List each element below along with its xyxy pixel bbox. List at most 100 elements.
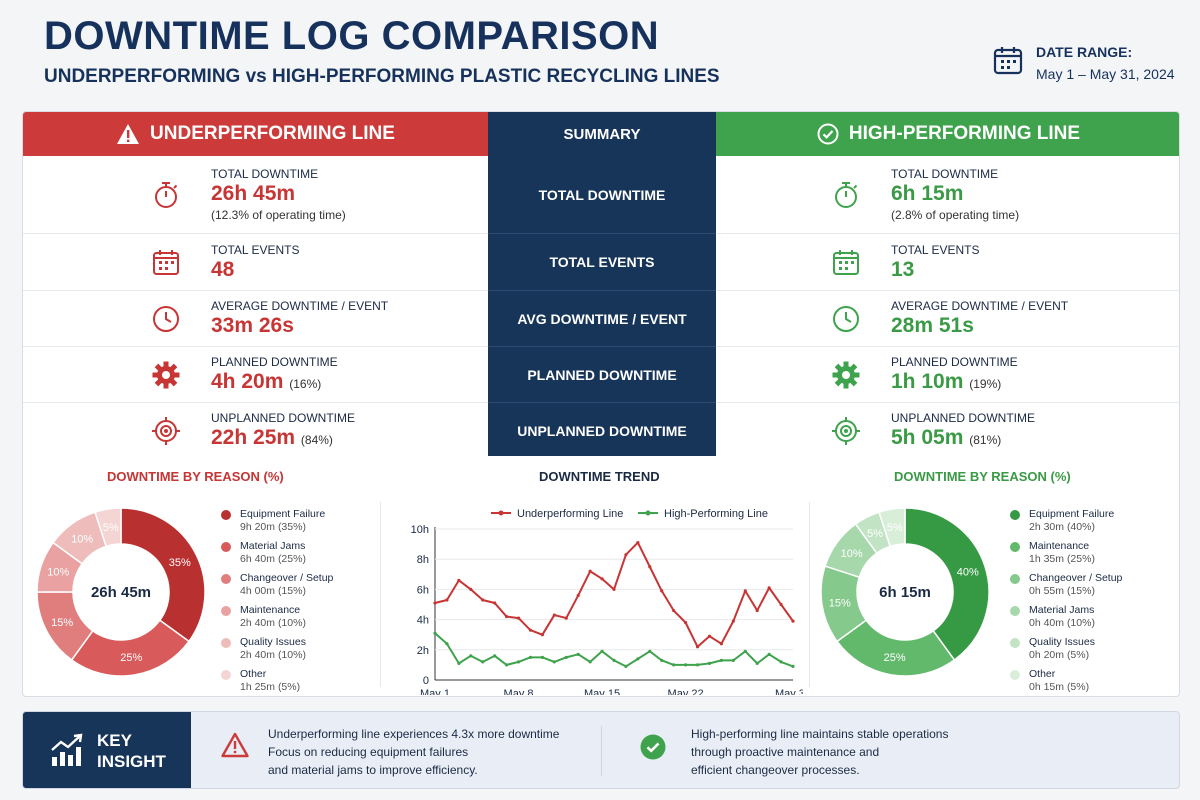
legend-swatch	[221, 510, 231, 520]
underperforming-title: UNDERPERFORMING LINE	[150, 123, 395, 144]
legend-item: Quality Issues 2h 40m (10%)	[221, 636, 333, 661]
legend-item: Material Jams 0h 40m (10%)	[1010, 604, 1122, 629]
legend-swatch	[1010, 574, 1020, 584]
slice-label: 5%	[103, 522, 119, 534]
warning-icon	[117, 124, 140, 144]
trend-chart-title: DOWNTIME TREND	[539, 469, 660, 484]
slice-label: 5%	[867, 528, 883, 540]
metric-subtext: (12.3% of operating time)	[211, 208, 346, 222]
metric-label: TOTAL EVENTS	[891, 242, 980, 257]
date-range-value: May 1 – May 31, 2024	[1036, 66, 1175, 82]
check-circle-icon	[817, 123, 839, 145]
insight-right-line: High-performing line maintains stable op…	[691, 727, 949, 741]
clock-icon	[831, 304, 861, 334]
gear-icon	[151, 360, 181, 390]
data-point	[779, 602, 783, 607]
legend-item: Changeover / Setup 0h 55m (15%)	[1010, 572, 1122, 597]
slice-label: 25%	[120, 652, 142, 664]
data-point	[660, 658, 664, 662]
legend-marker	[645, 510, 651, 516]
data-point	[743, 649, 747, 653]
data-point	[636, 540, 640, 545]
metric-value: 4h 20m (16%)	[211, 370, 338, 394]
legend-value: 9h 20m (35%)	[240, 521, 306, 533]
high-donut-chart: 40% 25% 15% 10% 5% 5% 6h 15m	[820, 507, 990, 677]
legend-item: Material Jams 6h 40m (25%)	[221, 540, 333, 565]
data-point	[600, 649, 604, 653]
metric-value-text: 28m 51s	[891, 314, 974, 337]
data-point	[648, 649, 652, 653]
page-title: DOWNTIME LOG COMPARISON	[44, 14, 660, 58]
divider	[601, 726, 602, 776]
metric-share: (84%)	[300, 433, 333, 447]
high-pie-legend: Equipment Failure 2h 30m (40%) Maintenance…	[1010, 508, 1122, 696]
donut-center-label: 26h 45m	[91, 584, 151, 601]
legend-value: 6h 40m (25%)	[240, 553, 306, 565]
legend-swatch	[221, 606, 231, 616]
slice-label: 15%	[51, 617, 73, 629]
data-point	[540, 633, 544, 637]
legend-label: Equipment Failure	[1029, 508, 1115, 520]
metric-row: TOTAL DOWNTIME 6h 15m (2.8% of operating t…	[716, 156, 1179, 233]
legend-label: High-Performing Line	[664, 508, 768, 520]
insight-right-line: efficient changeover processes.	[691, 763, 860, 777]
metric-value: 5h 05m (81%)	[891, 426, 1035, 450]
summary-column: TOTAL DOWNTIME TOTAL EVENTS AVG DOWNTIME /…	[488, 156, 716, 456]
page-subtitle: UNDERPERFORMING vs HIGH-PERFORMING PLAST…	[44, 66, 720, 87]
metric-label: UNPLANNED DOWNTIME	[891, 411, 1036, 425]
data-point	[588, 569, 592, 573]
data-point	[564, 616, 568, 620]
legend-item: Equipment Failure 2h 30m (40%)	[1010, 508, 1122, 533]
legend-swatch	[1010, 606, 1020, 616]
legend-swatch	[1010, 542, 1020, 552]
data-point	[493, 601, 497, 605]
metric-value-text: 5h 05m	[891, 426, 964, 449]
legend-item: Maintenance 1h 35m (25%)	[1010, 540, 1122, 565]
metric-row: TOTAL DOWNTIME 26h 45m (12.3% of operating…	[23, 156, 488, 233]
summary-row: AVG DOWNTIME / EVENT	[488, 290, 716, 346]
insight-left-line: Underperforming line experiences 4.3x mo…	[268, 727, 560, 741]
legend-value: 2h 40m (10%)	[240, 649, 306, 661]
y-tick-label: 10h	[411, 524, 429, 536]
slice-label: 35%	[169, 557, 191, 569]
metric-label: TOTAL DOWNTIME	[211, 167, 319, 181]
x-tick-label: May 1	[420, 688, 450, 695]
calendar-icon	[831, 247, 861, 277]
data-point	[505, 663, 509, 667]
under-pie-legend: Equipment Failure 9h 20m (35%) Material Ja…	[221, 508, 334, 696]
metric-value-text: 13	[891, 257, 915, 281]
metric-row: TOTAL EVENTS 13	[716, 233, 1179, 290]
stopwatch-icon	[831, 180, 861, 210]
legend-label: Other	[1029, 668, 1056, 680]
slice-label: 10%	[47, 567, 69, 579]
warning-icon	[221, 732, 249, 758]
legend-item: Equipment Failure 9h 20m (35%)	[221, 508, 333, 533]
legend-label: Equipment Failure	[240, 508, 326, 520]
metric-value-text: 22h 25m	[211, 426, 296, 449]
data-point	[707, 661, 712, 665]
legend-swatch	[221, 574, 231, 584]
key-insight-bar: KEY INSIGHT Underperforming line experie…	[22, 711, 1180, 789]
legend-swatch	[221, 670, 231, 680]
slice-label: 5%	[887, 522, 903, 534]
data-point	[791, 664, 795, 669]
slice-label: 10%	[841, 548, 863, 560]
under-pie-title: DOWNTIME BY REASON (%)	[107, 469, 284, 484]
data-point	[469, 654, 473, 658]
legend-label: Maintenance	[240, 604, 301, 616]
metric-row: UNPLANNED DOWNTIME 22h 25m (84%)	[23, 402, 488, 458]
data-point	[719, 642, 723, 646]
data-point	[600, 577, 604, 581]
legend-item: Quality Issues 0h 20m (5%)	[1010, 636, 1122, 661]
legend-label: Changeover / Setup	[240, 572, 334, 584]
data-point	[457, 661, 461, 665]
data-point	[457, 578, 461, 582]
insight-left-line: and material jams to improve efficiency.	[268, 763, 478, 777]
metric-value: 6h 15m	[891, 182, 1019, 206]
metric-value-text: 4h 20m	[211, 370, 284, 393]
data-point	[612, 587, 616, 591]
metric-share: (81%)	[969, 433, 1002, 447]
data-point	[695, 663, 700, 667]
summary-row: TOTAL EVENTS	[488, 233, 716, 290]
data-point	[636, 657, 640, 661]
